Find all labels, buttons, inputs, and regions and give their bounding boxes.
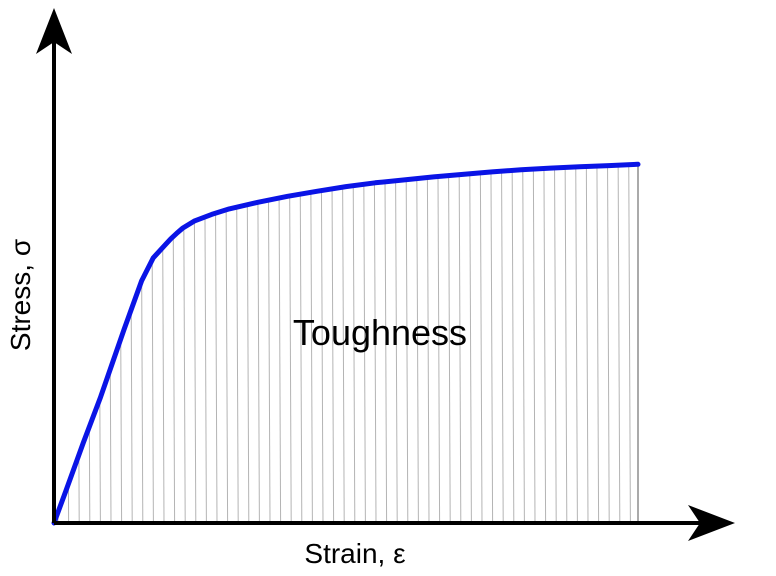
- hatch-line: [119, 164, 123, 524]
- hatch-line: [214, 164, 218, 524]
- hatch-line: [66, 164, 70, 524]
- hatch-line: [596, 164, 600, 524]
- hatch-line: [405, 164, 409, 524]
- hatch-line: [246, 164, 250, 524]
- hatch-line: [309, 164, 313, 524]
- hatch-line: [490, 164, 494, 524]
- toughness-annotation: Toughness: [293, 312, 467, 353]
- hatch-line: [468, 164, 472, 524]
- hatch-line: [437, 164, 441, 524]
- hatch-line: [97, 164, 101, 524]
- hatch-line: [256, 164, 260, 524]
- x-axis-label: Strain, ε: [304, 538, 405, 569]
- hatch-line: [235, 164, 239, 524]
- y-axis-label: Stress, σ: [5, 239, 36, 351]
- toughness-hatch: [55, 90, 641, 524]
- hatch-line: [341, 164, 345, 524]
- hatch-line: [458, 164, 462, 524]
- hatch-line: [193, 164, 197, 524]
- hatch-line: [225, 164, 229, 524]
- hatch-line: [320, 164, 324, 524]
- stress-strain-curve: [51, 161, 641, 526]
- hatch-line: [617, 164, 621, 524]
- hatch-line: [415, 164, 419, 524]
- x-axis-arrowhead: [688, 505, 735, 541]
- hatch-line: [362, 164, 366, 524]
- hatch-line: [203, 164, 207, 524]
- hatch-line: [553, 164, 557, 524]
- hatch-line: [500, 164, 504, 524]
- hatch-line: [373, 164, 377, 524]
- hatch-line: [479, 164, 483, 524]
- hatch-line: [627, 164, 631, 524]
- hatch-line: [182, 164, 186, 524]
- hatch-line: [543, 164, 547, 524]
- hatch-line: [426, 164, 430, 524]
- hatch-line: [150, 164, 154, 524]
- hatch-line: [161, 164, 165, 524]
- hatch-line: [532, 164, 536, 524]
- hatch-line: [352, 164, 356, 524]
- hatch-line: [394, 164, 398, 524]
- hatch-line: [87, 164, 91, 524]
- hatch-line: [564, 164, 568, 524]
- hatch-line: [172, 164, 176, 524]
- hatch-line: [288, 164, 292, 524]
- hatch-line: [55, 164, 59, 524]
- hatch-line: [606, 164, 610, 524]
- y-axis-arrowhead: [36, 8, 72, 54]
- hatch-line: [384, 164, 388, 524]
- hatch-line: [574, 164, 578, 524]
- hatch-line: [447, 164, 451, 524]
- hatch-line: [299, 164, 303, 524]
- hatch-line: [511, 164, 515, 524]
- hatch-line: [331, 164, 335, 524]
- hatch-line: [267, 164, 271, 524]
- hatch-line: [278, 164, 282, 524]
- hatch-line: [140, 164, 144, 524]
- hatch-line: [639, 90, 641, 523]
- hatch-line: [108, 164, 112, 524]
- hatch-line: [585, 164, 589, 524]
- hatch-line: [521, 164, 525, 524]
